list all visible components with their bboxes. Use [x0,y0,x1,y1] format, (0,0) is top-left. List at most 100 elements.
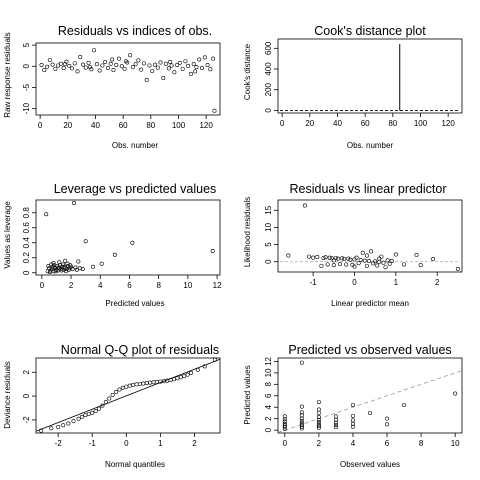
data-point [103,60,108,65]
data-point [75,69,80,74]
x-tick-label: 0 [40,281,45,290]
y-tick-label: 8 [264,382,273,387]
data-point [379,254,384,259]
data-point [47,57,52,62]
data-point [315,254,320,259]
data-point [342,256,347,261]
data-point [110,57,115,62]
data-point [103,400,108,405]
x-tick-label: 80 [388,119,397,128]
y-tick-label: 6 [264,393,273,398]
data-point [130,240,135,245]
data-point [186,63,191,68]
plot-area-3: -1 0 1 2 0 5 10 15 [264,199,463,287]
data-point [50,62,55,67]
data-point [136,58,141,63]
data-point [385,422,390,427]
data-point [133,62,138,67]
plot-frame [35,42,221,116]
plot-area-2: 0 2 4 6 8 10 12 0 0.2 0.4 0.6 0.8 [22,199,222,290]
data-point [329,256,334,261]
data-point [325,262,330,267]
ylabel-predicted-vs-observed: Predicted values [243,365,252,424]
data-point [344,262,349,267]
data-point [57,260,62,265]
data-point [52,263,57,268]
x-tick-label: 0 [124,439,129,448]
data-point [166,66,171,71]
data-point [369,249,374,254]
y-tick-label: 12 [264,356,273,365]
data-point [299,422,304,427]
data-point [78,54,83,59]
data-point [137,381,142,386]
data-point [371,261,376,266]
data-point [377,259,382,264]
title-residuals-vs-linear-predictor: Residuals vs linear predictor [289,182,446,196]
data-point [69,66,74,71]
data-point [94,62,99,67]
y-tick-label: 600 [264,41,273,55]
y-tick-label: 200 [264,82,273,96]
data-point [327,255,332,260]
data-point [212,357,217,362]
data-point [354,255,359,260]
x-tick-label: 60 [119,121,128,130]
x-tick-label: 0 [38,121,43,130]
data-point [119,64,124,69]
data-point [381,260,386,265]
data-point [61,65,66,70]
data-point [323,255,328,260]
plot-area-1: 0 20 40 60 80 100 120 0 200 400 600 [264,38,463,128]
plot-frame [35,357,221,434]
y-tick-label: 5 [22,42,31,47]
data-point [128,53,133,58]
data-point [333,255,338,260]
data-point [299,404,304,409]
data-point [402,262,407,267]
data-point [169,63,174,68]
data-point [316,420,321,425]
y-tick-label: -10 [22,102,31,114]
data-point [311,255,316,260]
y-tick-label: 0 [264,259,273,264]
x-tick-label: 40 [333,119,342,128]
x-tick-label: 100 [414,119,428,128]
data-point [333,425,338,430]
data-point [97,68,102,73]
data-point [93,408,98,413]
data-point [164,61,169,66]
data-point [333,420,338,425]
panel-normal-qq: Normal Q-Q plot of residuals Normal quan… [3,343,219,469]
plot-frame [277,357,463,434]
data-point [86,60,91,65]
y-tick-label: 15 [264,205,273,214]
y-tick-label: -5 [22,83,31,91]
y-tick-label: 0.2 [22,252,31,264]
x-tick-label: 8 [419,439,424,448]
data-point [316,400,321,405]
x-tick-label: 1 [158,439,163,448]
data-point [90,264,95,269]
data-point [66,267,71,272]
data-point [321,255,326,260]
data-point [123,59,128,64]
data-point [117,387,122,392]
data-point [362,258,367,263]
data-point [350,413,355,418]
plot-frame [277,199,463,273]
data-point [385,416,390,421]
data-point [108,61,113,66]
data-point [393,252,398,257]
data-point [100,403,105,408]
data-point [185,372,190,377]
data-point [299,360,304,365]
data-point [105,65,110,70]
data-point [47,269,52,274]
data-point [53,66,58,71]
x-tick-label: -2 [55,439,63,448]
panel-residuals-vs-linear-predictor: Residuals vs linear predictor Linear pre… [243,182,447,308]
x-tick-label: 2 [192,439,197,448]
y-tick-label: 5 [264,242,273,247]
data-point [189,370,194,375]
